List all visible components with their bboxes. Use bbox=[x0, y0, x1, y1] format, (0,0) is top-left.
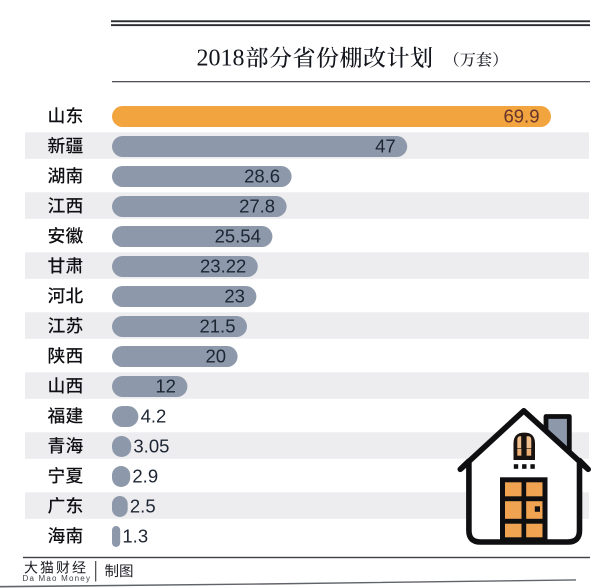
svg-text:Da Mao Money: Da Mao Money bbox=[23, 574, 92, 583]
svg-text:2018: 2018 bbox=[197, 46, 245, 72]
svg-text:2.5: 2.5 bbox=[130, 496, 156, 517]
svg-text:1.3: 1.3 bbox=[122, 526, 148, 547]
svg-text:4.2: 4.2 bbox=[141, 406, 167, 427]
svg-text:2.9: 2.9 bbox=[132, 466, 158, 487]
svg-text:20: 20 bbox=[206, 346, 227, 367]
svg-text:69.9: 69.9 bbox=[503, 106, 539, 127]
svg-text:25.54: 25.54 bbox=[215, 226, 261, 247]
svg-text:23.22: 23.22 bbox=[200, 256, 246, 277]
svg-text:3.05: 3.05 bbox=[133, 436, 169, 457]
svg-text:21.5: 21.5 bbox=[199, 316, 235, 337]
svg-text:12: 12 bbox=[155, 376, 176, 397]
svg-text:28.6: 28.6 bbox=[244, 166, 280, 187]
svg-text:23: 23 bbox=[224, 286, 245, 307]
svg-text:47: 47 bbox=[375, 136, 396, 157]
svg-text:27.8: 27.8 bbox=[239, 196, 275, 217]
